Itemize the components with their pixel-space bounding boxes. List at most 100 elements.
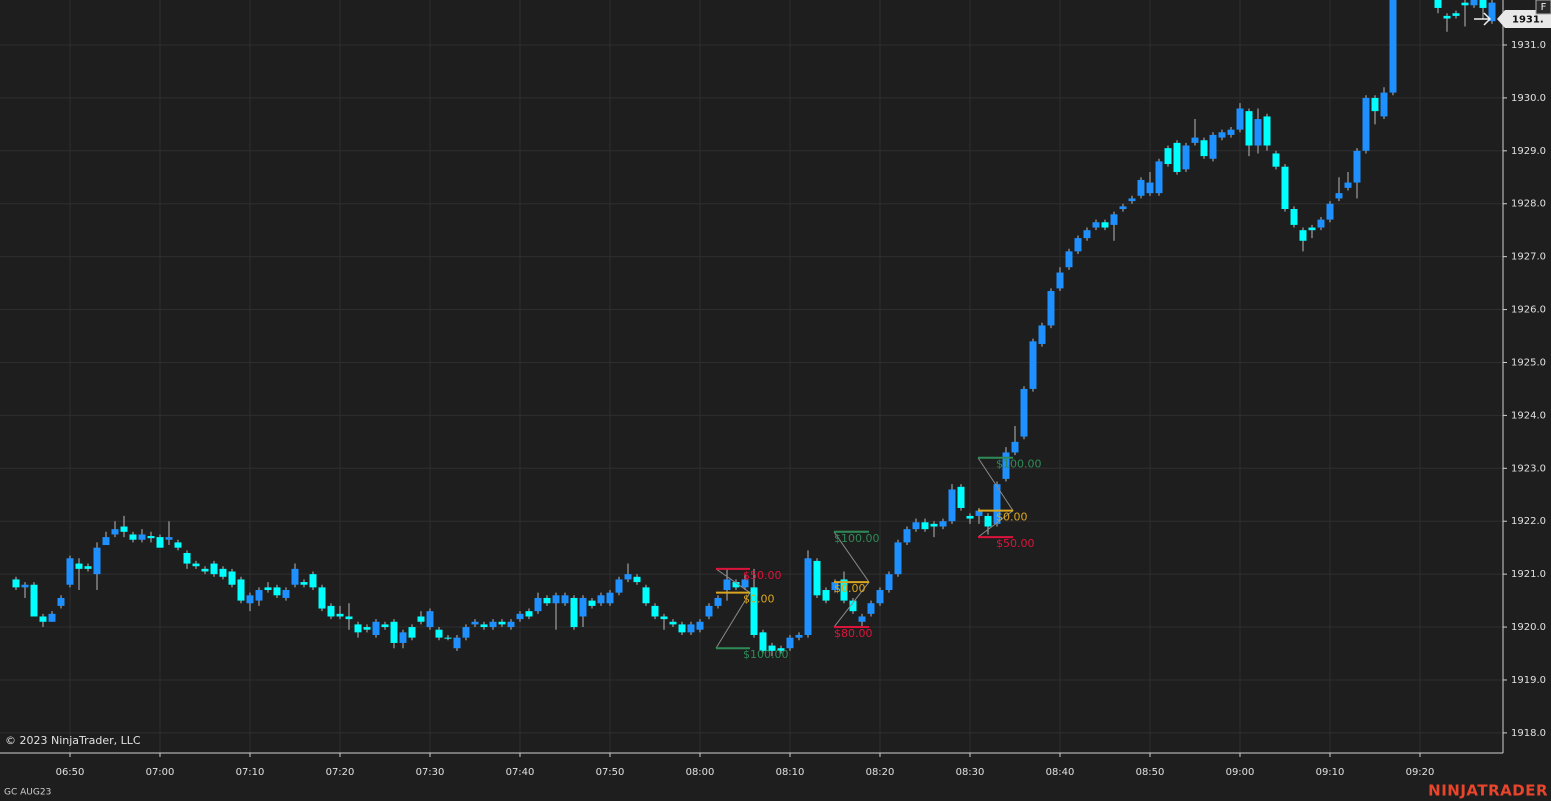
candle-body xyxy=(498,621,506,625)
y-tick-label: 1928.0 xyxy=(1511,199,1546,210)
brand-logo: NINJATRADER xyxy=(1428,782,1548,800)
candle-body xyxy=(795,634,803,638)
x-tick-label: 08:40 xyxy=(1046,767,1075,778)
candle-body xyxy=(444,637,452,639)
candle-body xyxy=(1020,388,1028,437)
candle-body xyxy=(372,621,380,635)
candle-body xyxy=(1326,203,1334,220)
candle-body xyxy=(21,584,29,588)
trade-level-label: $0.00 xyxy=(996,511,1028,524)
candle-body xyxy=(903,529,911,543)
x-tick-label: 07:00 xyxy=(146,767,175,778)
candle-body xyxy=(876,590,884,604)
candle-body xyxy=(777,648,785,651)
x-tick-label: 08:10 xyxy=(776,767,805,778)
y-tick-label: 1931.0 xyxy=(1511,40,1546,51)
axes: 1918.0 1919.0 1920.0 1921.0 1922.0 1923.0 1924… xyxy=(56,40,1546,778)
candle-body xyxy=(84,566,92,569)
candle-body xyxy=(975,510,983,516)
candle-body xyxy=(1236,108,1244,130)
candle-body xyxy=(921,522,929,530)
candle-body xyxy=(219,568,227,577)
candle-body xyxy=(543,597,551,604)
corner-button-label[interactable]: F xyxy=(1541,2,1547,13)
candle-body xyxy=(156,537,164,548)
y-tick-label: 1919.0 xyxy=(1511,675,1546,686)
trade-level-label: $0.00 xyxy=(743,593,775,606)
candle-body xyxy=(741,579,749,588)
x-tick-label: 08:20 xyxy=(866,767,895,778)
candle-body xyxy=(939,521,947,527)
candle-body xyxy=(1056,272,1064,289)
candle-body xyxy=(1119,206,1127,210)
candle-body xyxy=(804,558,812,635)
candle-body xyxy=(669,621,677,625)
candle-body xyxy=(1380,92,1388,117)
candle-body xyxy=(930,523,938,527)
trade-level-label: $100.00 xyxy=(834,532,880,545)
candle-body xyxy=(714,597,722,606)
candle-body xyxy=(885,574,893,591)
x-tick-label: 08:00 xyxy=(686,767,715,778)
candle-body xyxy=(111,529,119,535)
candle-body xyxy=(1362,97,1370,151)
candle-body xyxy=(732,582,740,588)
candle-body xyxy=(1047,291,1055,326)
candle-body xyxy=(588,600,596,606)
candle-body xyxy=(309,574,317,588)
candle-body xyxy=(1092,222,1100,228)
candle-body xyxy=(1263,116,1271,146)
candle-body xyxy=(993,484,1001,524)
candle-body xyxy=(759,632,767,651)
x-tick-label: 07:50 xyxy=(596,767,625,778)
x-tick-label: 07:10 xyxy=(236,767,265,778)
candle-body xyxy=(138,534,146,540)
candle-body xyxy=(489,621,497,628)
x-tick-label: 08:30 xyxy=(956,767,985,778)
candle-body xyxy=(1317,219,1325,228)
y-tick-label: 1926.0 xyxy=(1511,305,1546,316)
candle-body xyxy=(687,624,695,633)
candle-body xyxy=(1011,441,1019,453)
cursor-arrow xyxy=(1474,12,1492,26)
y-tick-label: 1930.0 xyxy=(1511,93,1546,104)
candle-body xyxy=(894,542,902,575)
candle-body xyxy=(174,542,182,548)
candle-body xyxy=(1254,119,1262,146)
candle-body xyxy=(30,584,38,617)
candle-body xyxy=(354,624,362,633)
grid xyxy=(0,0,1503,753)
candle-body xyxy=(1155,161,1163,194)
candle-body xyxy=(246,595,254,604)
candle-body xyxy=(948,489,956,522)
corner-button[interactable] xyxy=(1535,0,1551,15)
candle-body xyxy=(1191,137,1199,143)
candle-body xyxy=(552,595,560,604)
candle-body xyxy=(66,558,74,585)
candle-body xyxy=(858,616,866,622)
y-tick-label: 1920.0 xyxy=(1511,622,1546,633)
candle-body xyxy=(831,582,839,591)
candle-body xyxy=(1290,209,1298,225)
candle-body xyxy=(1299,230,1307,241)
candle-body xyxy=(381,624,389,628)
candle-body xyxy=(282,590,290,598)
candle-body xyxy=(651,605,659,617)
candle-body xyxy=(1479,0,1487,8)
candle-body xyxy=(336,613,344,617)
candle-body xyxy=(1344,182,1352,188)
instrument-label: GC AUG23 xyxy=(4,788,51,798)
candle-body xyxy=(417,616,425,622)
x-tick-label: 07:30 xyxy=(416,767,445,778)
candle-body xyxy=(264,587,272,591)
candle-body xyxy=(786,637,794,649)
candle-body xyxy=(1164,148,1172,165)
candle-body xyxy=(291,568,299,585)
candle-body xyxy=(840,579,848,601)
x-tick-label: 07:20 xyxy=(326,767,355,778)
x-tick-label: 09:10 xyxy=(1316,767,1345,778)
candle-body xyxy=(453,637,461,649)
candle-body xyxy=(696,621,704,630)
candle-body xyxy=(237,579,245,601)
